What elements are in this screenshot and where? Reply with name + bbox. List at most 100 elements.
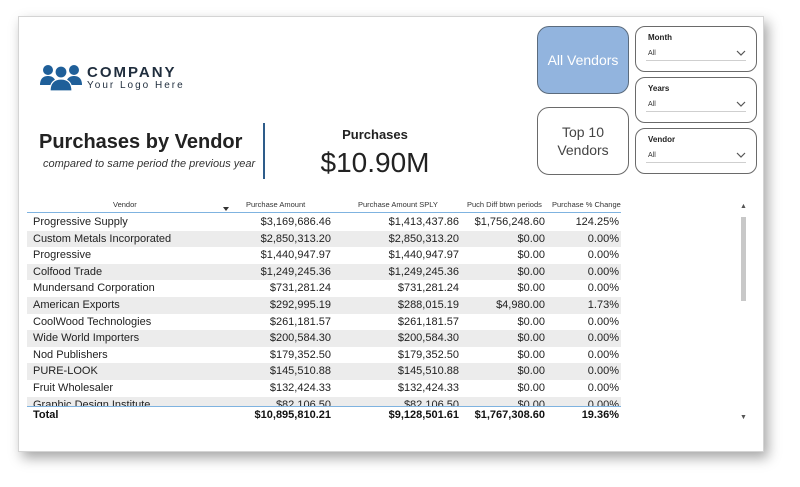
vendor-cell: Graphic Design Institute — [33, 398, 151, 406]
table-row[interactable]: PURE-LOOK $145,510.88 $145,510.88 $0.00 0.00… — [27, 363, 621, 380]
chevron-down-icon — [736, 101, 746, 107]
purch-diff-cell: $0.00 — [517, 348, 545, 361]
vendor-table: Vendor Purchase Amount Purchase Amount S… — [27, 195, 751, 427]
vendor-cell: Progressive Supply — [33, 216, 128, 228]
table-row[interactable]: Nod Publishers $179,352.50 $179,352.50 $0.0… — [27, 347, 621, 364]
table-row[interactable]: Progressive Supply $3,169,686.46 $1,413,43… — [27, 214, 621, 231]
col-header-purchase-amount-sply[interactable]: Purchase Amount SPLY — [358, 200, 438, 209]
purchase-amount-cell: $731,281.24 — [269, 282, 331, 295]
purch-diff-cell: $0.00 — [517, 315, 545, 328]
purchase-amount-cell: $179,352.50 — [269, 348, 331, 361]
month-slicer: Month All — [635, 26, 757, 72]
month-slicer-label: Month — [648, 33, 672, 42]
vendor-cell: Custom Metals Incorporated — [33, 232, 172, 245]
vendor-cell: Mundersand Corporation — [33, 282, 155, 295]
title-divider — [263, 123, 265, 179]
page-title: Purchases by Vendor — [39, 131, 243, 153]
purchase-amount-cell: $1,249,245.36 — [260, 265, 331, 278]
table-row[interactable]: Custom Metals Incorporated $2,850,313.20 $… — [27, 230, 621, 248]
percent-change-cell: 0.00% — [587, 381, 619, 394]
vendor-cell: American Exports — [33, 298, 120, 311]
purchase-amount-sply-cell: $132,424.33 — [397, 381, 459, 394]
purchase-amount-cell: $145,510.88 — [269, 365, 331, 378]
purch-diff-cell: $4,980.00 — [496, 298, 545, 311]
percent-change-cell: 0.00% — [587, 265, 619, 278]
vendor-cell: Wide World Importers — [33, 332, 140, 345]
scroll-up-icon[interactable]: ▲ — [740, 203, 747, 210]
purch-diff-cell: $0.00 — [517, 232, 545, 245]
month-dropdown[interactable]: All — [646, 47, 746, 61]
purchase-amount-sply-cell: $179,352.50 — [397, 348, 459, 361]
purch-diff-cell: $0.00 — [517, 381, 545, 394]
purchase-amount-sply-cell: $1,249,245.36 — [388, 265, 459, 278]
percent-change-cell: 0.00% — [587, 249, 619, 262]
table-header: Vendor Purchase Amount Purchase Amount S… — [27, 195, 621, 213]
purch-diff-cell: $0.00 — [517, 282, 545, 295]
table-row[interactable]: Graphic Design Institute $82,106.50 $82,10… — [27, 396, 621, 406]
table-body: Progressive Supply $3,169,686.46 $1,413,43… — [27, 214, 621, 406]
page-subtitle: compared to same period the previous yea… — [43, 158, 256, 170]
years-dropdown-value: All — [648, 101, 656, 108]
table-row[interactable]: Progressive $1,440,947.97 $1,440,947.97 $0.… — [27, 247, 621, 264]
month-dropdown-value: All — [648, 50, 656, 57]
table-total-row: Total $10,895,810.21 $9,128,501.61 $1,76… — [27, 406, 621, 424]
company-logo: COMPANY Your Logo Here — [39, 61, 199, 95]
percent-change-cell: 0.00% — [587, 232, 619, 245]
scrollbar-thumb[interactable] — [741, 217, 746, 301]
vendor-slicer: Vendor All — [635, 128, 757, 174]
percent-change-cell: 0.00% — [587, 332, 619, 345]
vendor-dropdown[interactable]: All — [646, 149, 746, 163]
purchase-amount-cell: $2,850,313.20 — [260, 232, 331, 245]
percent-change-cell: 0.00% — [587, 282, 619, 295]
scroll-down-icon[interactable]: ▼ — [740, 414, 747, 421]
table-row[interactable]: Colfood Trade $1,249,245.36 $1,249,245.36 $… — [27, 263, 621, 281]
years-dropdown[interactable]: All — [646, 98, 746, 112]
col-header-purch-diff[interactable]: Puch Diff btwn periods — [467, 200, 542, 209]
col-header-percent-change[interactable]: Purchase % Change — [552, 200, 621, 209]
purch-diff-cell: $0.00 — [517, 332, 545, 345]
top-10-vendors-button[interactable]: Top 10 Vendors — [537, 107, 629, 175]
purchase-amount-sply-cell: $82,106.50 — [403, 398, 459, 406]
logo-tagline: Your Logo Here — [87, 80, 185, 91]
purchase-amount-sply-cell: $261,181.57 — [397, 315, 459, 328]
report-canvas: COMPANY Your Logo Here Purchases by Vend… — [18, 16, 764, 452]
percent-change-cell: 0.00% — [587, 398, 619, 406]
vendor-cell: Nod Publishers — [33, 348, 108, 361]
purch-diff-cell: $1,756,248.60 — [474, 216, 545, 228]
purchase-amount-cell: $292,995.19 — [269, 298, 331, 311]
purchase-amount-cell: $82,106.50 — [275, 398, 331, 406]
chevron-down-icon — [736, 152, 746, 158]
col-header-vendor[interactable]: Vendor — [113, 200, 137, 209]
total-purch-diff: $1,767,308.60 — [474, 409, 545, 421]
sort-descending-icon[interactable] — [223, 207, 229, 212]
purch-diff-cell: $0.00 — [517, 249, 545, 262]
percent-change-cell: 1.73% — [587, 298, 619, 311]
vendor-cell: Colfood Trade — [33, 265, 103, 278]
table-row[interactable]: CoolWood Technologies $261,181.57 $261,181… — [27, 314, 621, 331]
table-row[interactable]: Mundersand Corporation $731,281.24 $731,28… — [27, 280, 621, 297]
table-scrollbar[interactable]: ▲ ▼ — [739, 203, 749, 421]
purchase-amount-cell: $3,169,686.46 — [260, 216, 331, 228]
purchase-amount-sply-cell: $1,413,437.86 — [388, 216, 459, 228]
col-header-purchase-amount[interactable]: Purchase Amount — [246, 200, 306, 209]
purchase-amount-sply-cell: $731,281.24 — [397, 282, 459, 295]
years-slicer: Years All — [635, 77, 757, 123]
purchase-amount-cell: $132,424.33 — [269, 381, 331, 394]
all-vendors-button[interactable]: All Vendors — [537, 26, 629, 94]
total-label: Total — [33, 409, 59, 421]
purchase-amount-sply-cell: $1,440,947.97 — [388, 249, 459, 262]
chevron-down-icon — [736, 50, 746, 56]
purch-diff-cell: $0.00 — [517, 398, 545, 406]
percent-change-cell: 124.25% — [575, 216, 619, 228]
table-row[interactable]: Fruit Wholesaler $132,424.33 $132,424.33 $0… — [27, 380, 621, 397]
purchase-amount-cell: $1,440,947.97 — [260, 249, 331, 262]
logo-name: COMPANY — [87, 64, 177, 81]
total-purchase-amount: $10,895,810.21 — [254, 409, 331, 421]
people-icon — [40, 65, 82, 92]
table-row[interactable]: Wide World Importers $200,584.30 $200,584.… — [27, 330, 621, 347]
table-row[interactable]: American Exports $292,995.19 $288,015.19 $4… — [27, 296, 621, 314]
vendor-cell: CoolWood Technologies — [33, 315, 152, 328]
years-slicer-label: Years — [648, 84, 670, 93]
percent-change-cell: 0.00% — [587, 348, 619, 361]
vendor-cell: Fruit Wholesaler — [33, 381, 114, 394]
